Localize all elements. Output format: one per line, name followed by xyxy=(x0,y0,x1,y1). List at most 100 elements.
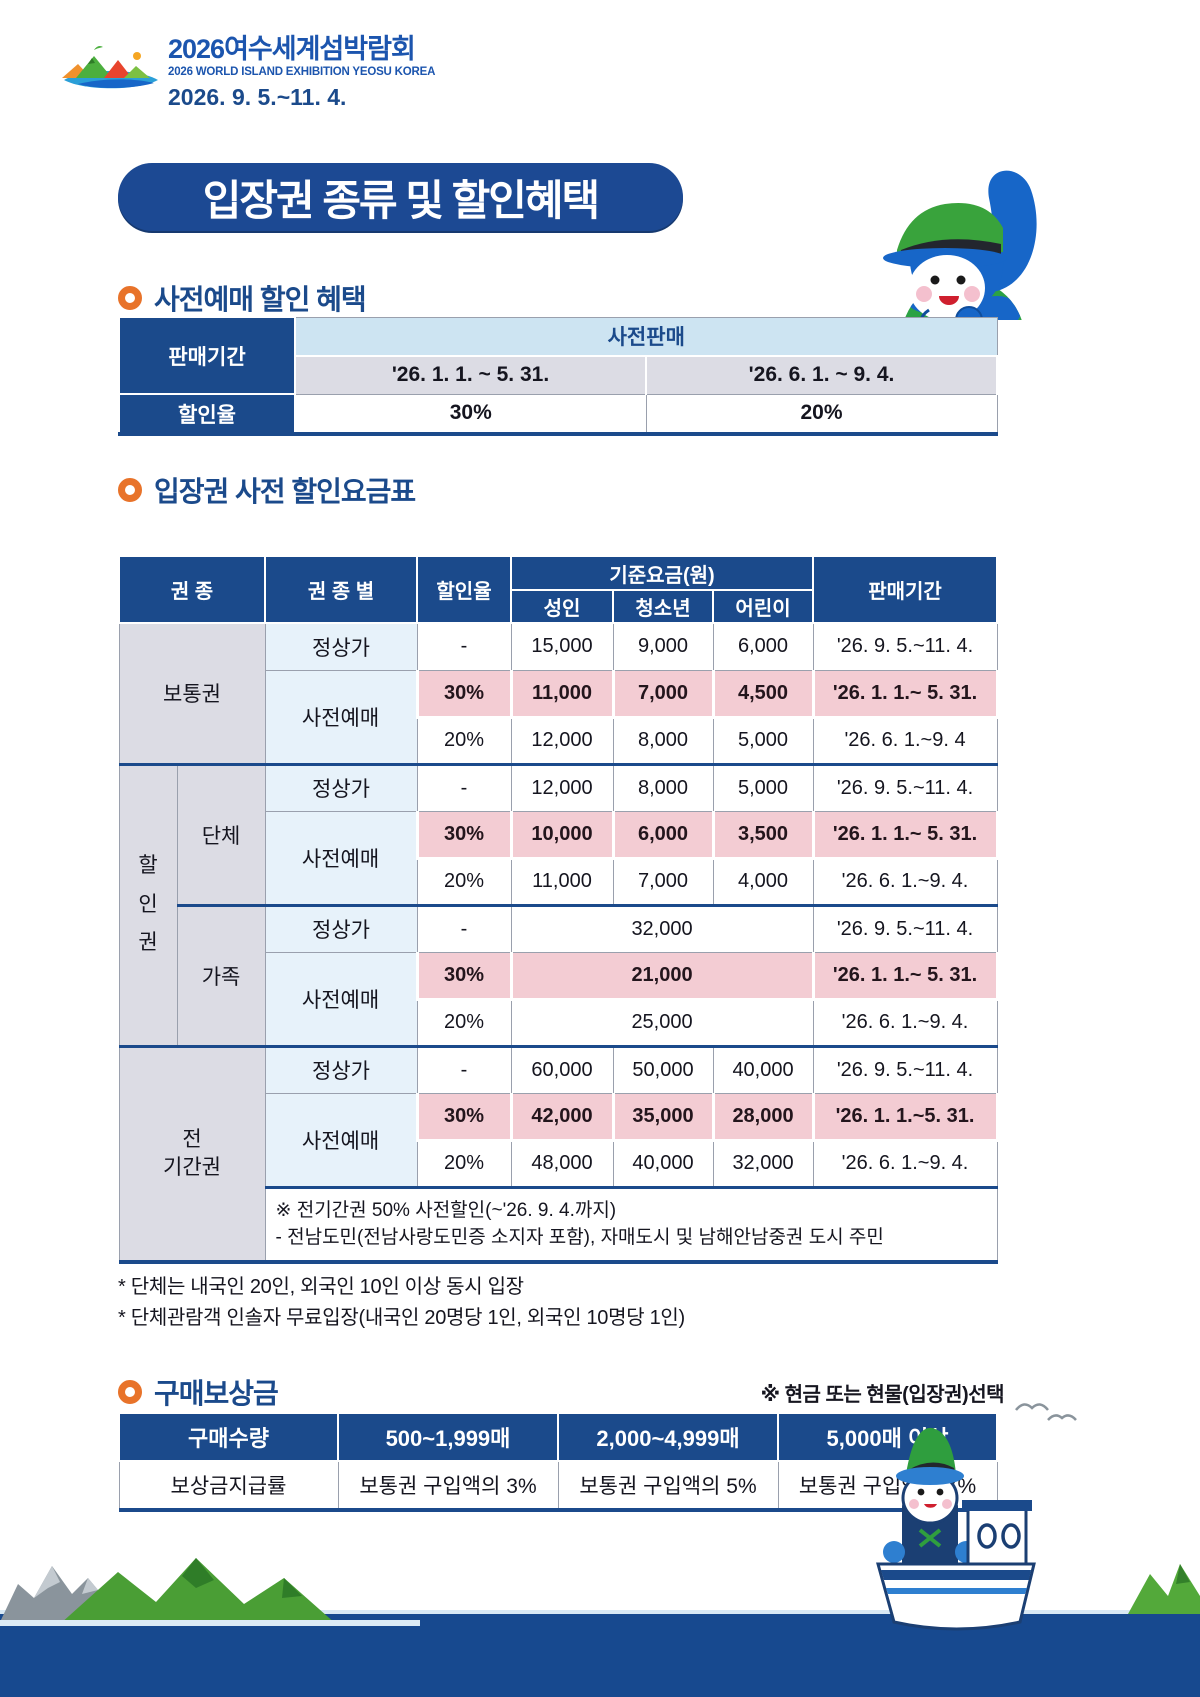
cell-value: - xyxy=(416,762,512,812)
rate-20: 20% xyxy=(645,393,998,435)
cell-value: 42,000 xyxy=(509,1092,615,1142)
cell-value: 30% xyxy=(415,810,513,860)
type-jeon: 전 기간권 xyxy=(118,1044,266,1263)
cell-period: '26. 6. 1.~9. 4. xyxy=(812,857,998,906)
cell-value: - xyxy=(416,903,512,953)
header-discount-rate: 할인율 xyxy=(416,555,513,624)
cell-value: 9,000 xyxy=(612,622,714,671)
label-normal: 정상가 xyxy=(264,903,418,953)
cell-value: 30% xyxy=(415,1092,513,1142)
section-presale-benefit-title: 사전예매 할인 혜택 xyxy=(154,284,367,315)
cell-value: 11,000 xyxy=(509,669,615,719)
sea-band xyxy=(0,1614,1200,1697)
label-normal: 정상가 xyxy=(264,1044,418,1094)
label-presale: 사전예매 xyxy=(264,669,418,765)
boat-mascot-illustration xyxy=(876,1427,1036,1631)
section-pricing-title: 입장권 사전 할인요금표 xyxy=(154,476,416,507)
cell-value: 8,000 xyxy=(612,716,714,765)
type-danche: 단체 xyxy=(176,762,266,906)
cell-value: 21,000 xyxy=(509,951,815,1001)
cell-value: 6,000 xyxy=(611,810,715,860)
cell-period: '26. 9. 5.~11. 4. xyxy=(812,762,998,812)
cell-period: '26. 9. 5.~11. 4. xyxy=(812,622,998,671)
cell-value: 32,000 xyxy=(510,903,814,953)
expo-dates: 2026. 9. 5.~11. 4. xyxy=(168,84,347,110)
section-compensation-title: 구매보상금 xyxy=(154,1378,279,1409)
section-pricing: 입장권 사전 할인요금표 xyxy=(118,470,416,510)
header-adult: 성인 xyxy=(510,589,615,624)
cell-period: '26. 6. 1.~9. 4. xyxy=(812,1139,998,1188)
label-normal: 정상가 xyxy=(264,622,418,671)
cell-value: 20% xyxy=(416,716,512,765)
expo-title: 2026여수세계섬박람회 xyxy=(168,34,416,64)
cell-value: 32,000 xyxy=(712,1139,814,1188)
header-youth: 청소년 xyxy=(612,589,715,624)
cell-value: 15,000 xyxy=(510,622,614,671)
cell-value: 35,000 xyxy=(611,1092,715,1142)
seagulls-icon xyxy=(1015,1403,1077,1421)
cell-value: 4,000 xyxy=(712,857,814,906)
type-botong: 보통권 xyxy=(118,622,266,765)
type-harin: 할 인 권 xyxy=(118,762,178,1047)
cell-period: '26. 1. 1.~5. 31. xyxy=(811,1092,999,1142)
cell-value: 12,000 xyxy=(510,716,614,765)
expo-logo: 2026여수세계섬박람회 2026 WORLD ISLAND EXHIBITIO… xyxy=(58,34,435,111)
orange-bullet-icon xyxy=(118,286,142,310)
section-compensation: 구매보상금 xyxy=(118,1372,279,1412)
expo-island-logo-icon xyxy=(62,46,158,89)
page-title: 입장권 종류 및 할인혜택 xyxy=(202,176,600,224)
cell-value: 30% xyxy=(415,951,513,1001)
cell-value: 7,000 xyxy=(611,669,715,719)
cell-value: 20% xyxy=(416,857,512,906)
header-ticket-type: 권 종 xyxy=(117,555,267,624)
cell-value: 20% xyxy=(416,1139,512,1188)
cell-value: 28,000 xyxy=(711,1092,815,1142)
pricing-note-1: * 단체는 내국인 20인, 외국인 10인 이상 동시 입장 xyxy=(118,1276,524,1298)
cell-value: 3,500 xyxy=(711,810,815,860)
rate-label-cell: 할인율 xyxy=(118,393,296,435)
pricing-table: 권 종 권 종 별 할인율 기준요금(원) 판매기간 성인 청소년 어린이 보통… xyxy=(117,555,999,1264)
cell-period: '26. 9. 5.~11. 4. xyxy=(812,1044,998,1094)
comp-value-1: 보통권 구입액의 3% xyxy=(337,1460,559,1511)
sea-horizon-line xyxy=(0,1610,1200,1614)
cell-value: - xyxy=(416,622,512,671)
expo-subtitle: 2026 WORLD ISLAND EXHIBITION YEOSU KOREA xyxy=(168,66,436,78)
cell-value: 12,000 xyxy=(510,762,614,812)
comp-header-qty: 구매수량 xyxy=(118,1412,339,1462)
pricing-note-2: * 단체관람객 인솔자 무료입장(내국인 20명당 1인, 외국인 10명당 1… xyxy=(118,1307,685,1329)
cell-value: 25,000 xyxy=(510,998,814,1047)
cell-value: 48,000 xyxy=(510,1139,614,1188)
cell-value: 40,000 xyxy=(712,1044,814,1094)
cell-value: 60,000 xyxy=(510,1044,614,1094)
cell-period: '26. 1. 1.~ 5. 31. xyxy=(811,951,999,1001)
presale-header-cell: 사전판매 xyxy=(294,316,998,356)
right-island-illustration xyxy=(1128,1564,1200,1614)
label-normal: 정상가 xyxy=(264,762,418,812)
cell-value: 20% xyxy=(416,998,512,1047)
orange-bullet-icon xyxy=(118,478,142,502)
compensation-table: 구매수량 500~1,999매 2,000~4,999매 5,000매 이상 보… xyxy=(118,1412,998,1512)
cell-value: 5,000 xyxy=(712,716,814,765)
left-islands-illustration xyxy=(0,1558,420,1626)
label-presale: 사전예매 xyxy=(264,951,418,1047)
header-ticket-subtype: 권 종 별 xyxy=(264,555,419,624)
cell-period: '26. 6. 1.~9. 4 xyxy=(812,716,998,765)
cell-period: '26. 9. 5.~11. 4. xyxy=(812,903,998,953)
cell-value: - xyxy=(416,1044,512,1094)
page-title-banner: 입장권 종류 및 할인혜택 xyxy=(118,163,683,231)
cell-value: 10,000 xyxy=(509,810,615,860)
label-presale: 사전예매 xyxy=(264,810,418,906)
cell-value: 5,000 xyxy=(712,762,814,812)
comp-row-label: 보상금지급률 xyxy=(118,1460,339,1511)
mascot-globe-character xyxy=(883,170,1037,320)
cell-value: 8,000 xyxy=(612,762,714,812)
label-presale: 사전예매 xyxy=(264,1092,418,1188)
comp-value-2: 보통권 구입액의 5% xyxy=(557,1460,779,1511)
presale-period-1: '26. 1. 1. ~ 5. 31. xyxy=(294,354,647,395)
period-label-cell: 판매기간 xyxy=(118,316,296,395)
cell-period: '26. 6. 1.~9. 4. xyxy=(812,998,998,1047)
cell-value: 50,000 xyxy=(612,1044,714,1094)
cell-value: 6,000 xyxy=(712,622,814,671)
header-sales-period: 판매기간 xyxy=(812,555,999,624)
